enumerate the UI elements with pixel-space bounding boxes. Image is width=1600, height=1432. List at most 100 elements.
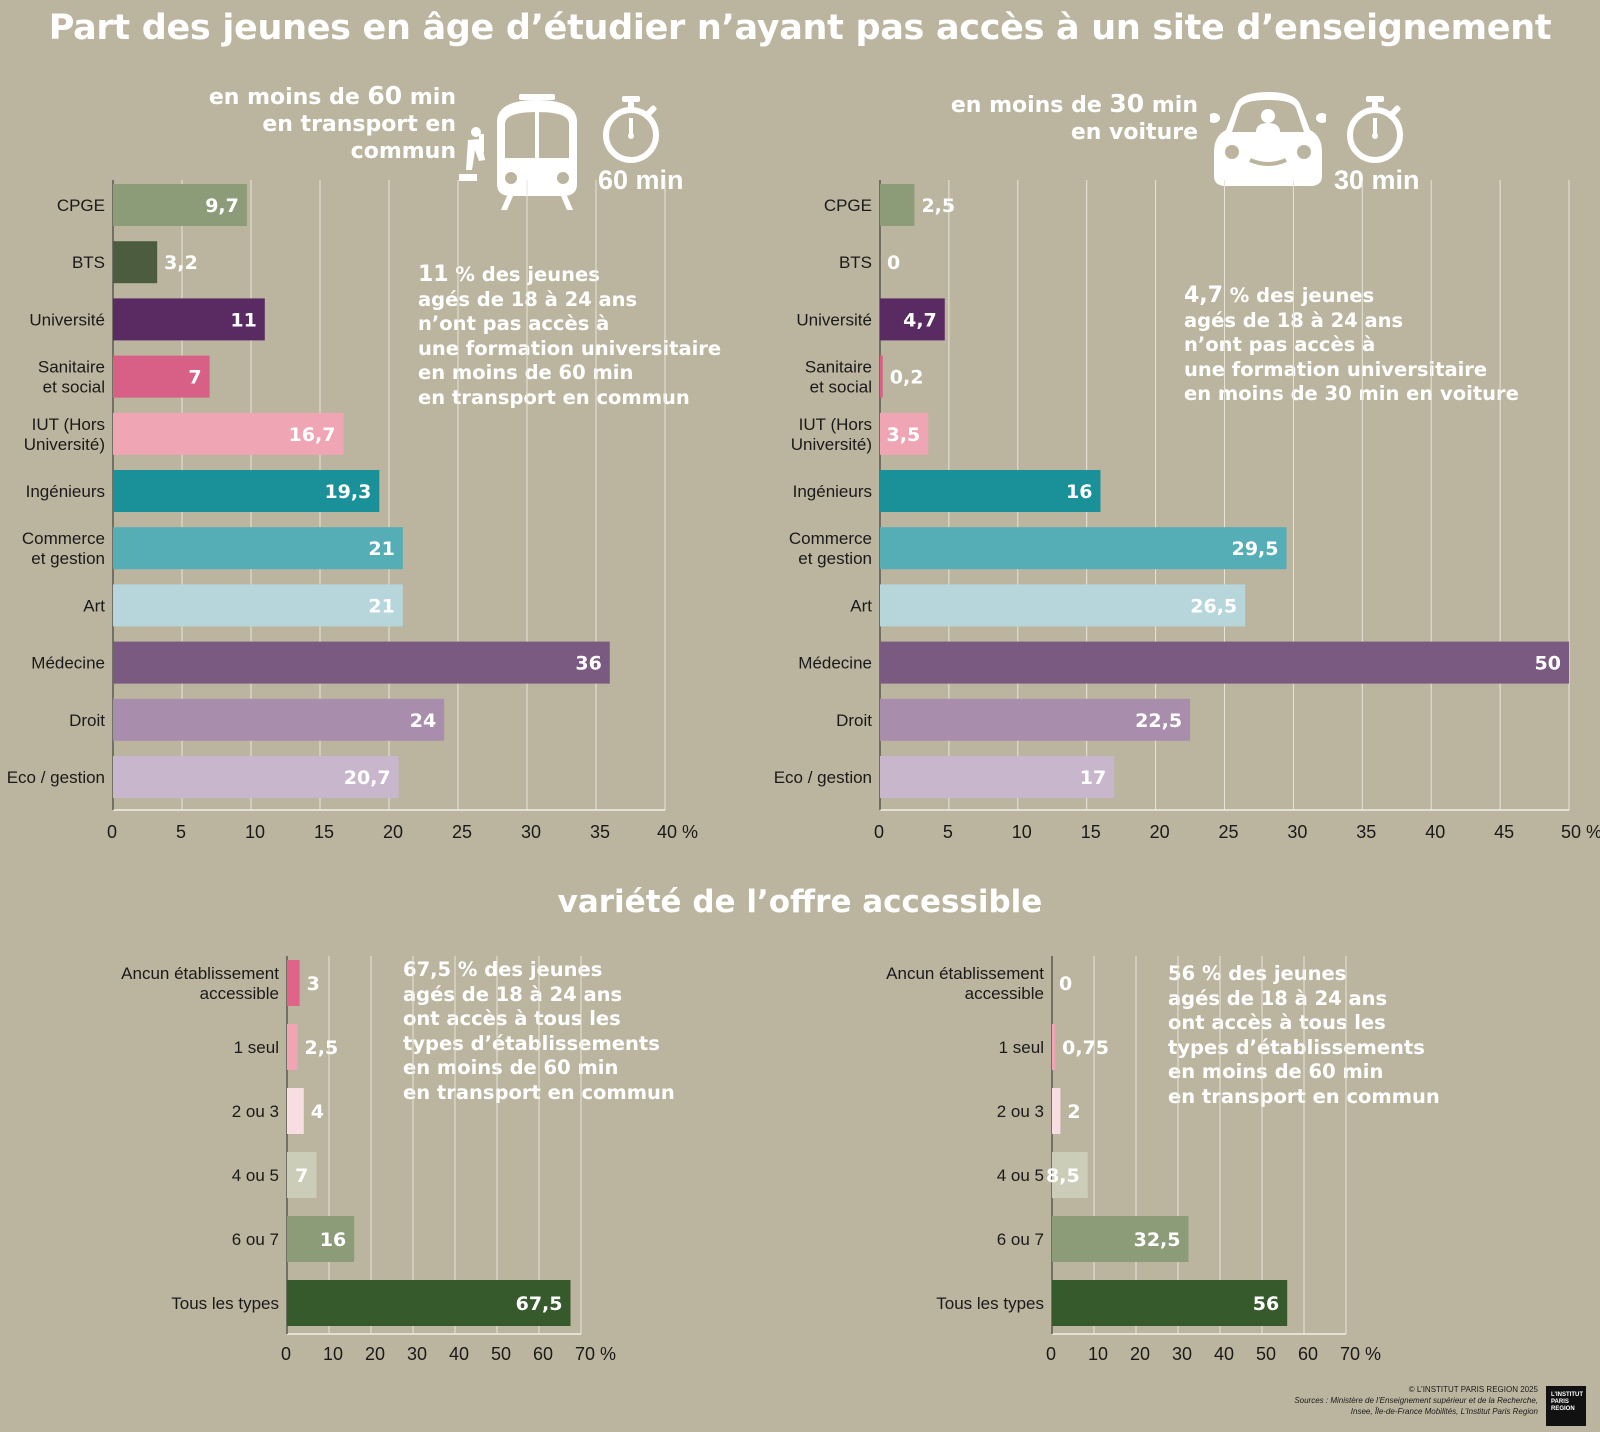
- chart-1: 0 5 10 15 20 25 30 35 40 % CPGE 9,7 BTS 3,2 Universit…: [7, 180, 698, 842]
- bar: [880, 470, 1101, 512]
- bar: [880, 412, 929, 455]
- chart-3: 0 10 20 30 40 50 60 70 % Ancun établissementacce…: [121, 956, 616, 1364]
- x-tick-label: 20: [365, 1344, 385, 1364]
- x-tick-label: 20: [1130, 1344, 1150, 1364]
- data-label: 11: [230, 309, 256, 331]
- category-label: Eco / gestion: [7, 768, 105, 787]
- car-icon: [1210, 92, 1326, 186]
- data-label: 4,7: [903, 309, 937, 331]
- category-label: BTS: [72, 253, 105, 272]
- category-label: BTS: [839, 253, 872, 272]
- data-label: 2: [1067, 1101, 1080, 1123]
- transit-note-line: en moins de 60 min: [418, 361, 634, 384]
- transit-note-line: en transport en commun: [418, 385, 690, 409]
- x-tick-label: 0: [107, 822, 117, 842]
- x-tick-label: 35: [590, 822, 610, 842]
- bar: [113, 355, 210, 398]
- variety-note-line: % des jeunes: [1201, 962, 1347, 985]
- data-label: 21: [368, 538, 394, 560]
- bar: [880, 641, 1569, 684]
- bar: [287, 1024, 298, 1070]
- x-tick-label: 35: [1356, 822, 1376, 842]
- category-label: Médecine: [31, 654, 105, 673]
- category-label: 4 ou 5: [232, 1166, 279, 1185]
- data-label: 16: [320, 1229, 346, 1251]
- x-tick-label: 40: [449, 1344, 469, 1364]
- data-label: 8,5: [1046, 1165, 1080, 1187]
- x-tick-label: 0: [874, 822, 884, 842]
- variety-right-note: 56 % des jeunes agés de 18 à 24 ans ont …: [1168, 962, 1440, 1109]
- data-label: 3,2: [164, 252, 198, 274]
- data-label: 3: [307, 973, 320, 995]
- category-label: IUT (Hors: [799, 415, 872, 434]
- category-label: Ancun établissement: [886, 964, 1044, 983]
- variety-left-note-num: 67,5: [403, 958, 452, 981]
- data-label: 22,5: [1135, 710, 1182, 732]
- transit-label-num: 60: [367, 81, 403, 110]
- train-icon: [459, 94, 577, 210]
- data-label: 21: [368, 595, 394, 617]
- category-label: Commerce: [789, 529, 872, 548]
- bar: [113, 641, 610, 684]
- chart-4: 0 10 20 30 40 50 60 70 %Ancun établissementacce…: [886, 956, 1381, 1364]
- x-tick-label: 10: [1012, 822, 1032, 842]
- x-tick-label: 45: [1494, 822, 1514, 842]
- data-label: 16,7: [289, 424, 336, 446]
- category-label: 1 seul: [999, 1038, 1044, 1057]
- category-label: CPGE: [824, 196, 872, 215]
- logo-text: REGION: [1551, 1406, 1575, 1412]
- bar: [287, 960, 300, 1006]
- category-label: Art: [83, 596, 105, 615]
- category-label: Sanitaire: [38, 358, 105, 377]
- bar: [287, 1152, 317, 1198]
- car-label-post: min: [1144, 93, 1198, 118]
- car-label-line2: en voiture: [1070, 120, 1198, 145]
- data-label: 4: [311, 1101, 324, 1123]
- page-title: Part des jeunes en âge d’étudier n’ayant…: [48, 8, 1552, 48]
- x-tick-label: 20: [383, 822, 403, 842]
- variety-left-note: 67,5 % des jeunes agés de 18 à 24 ans on…: [403, 958, 675, 1105]
- x-tick-label: 70 %: [1340, 1344, 1381, 1364]
- data-label: 0: [1059, 973, 1072, 995]
- data-label: 50: [1535, 653, 1561, 675]
- data-label: 2,5: [305, 1037, 339, 1059]
- x-tick-label: 30: [521, 822, 541, 842]
- bar: [880, 584, 1246, 627]
- transit-label-pre: en moins de: [208, 85, 368, 110]
- x-tick-label: 50: [491, 1344, 511, 1364]
- bar: [113, 184, 247, 226]
- sources-text: Insee, Île-de-France Mobilités, L’Instit…: [1350, 1407, 1538, 1416]
- data-label: 67,5: [516, 1293, 563, 1315]
- data-label: 7: [188, 367, 201, 389]
- bar: [880, 698, 1191, 741]
- car-note-line: n’ont pas accès à: [1184, 333, 1376, 356]
- transit-note-num: 11: [418, 262, 449, 287]
- data-label: 0,75: [1062, 1037, 1109, 1059]
- category-label: 6 ou 7: [997, 1230, 1044, 1249]
- bar: [1052, 1152, 1088, 1198]
- car-mode-label: en moins de 30 min en voiture: [920, 90, 1198, 146]
- transit-note-line: % des jeunes: [455, 263, 600, 286]
- data-label: 0,2: [890, 367, 924, 389]
- data-label: 19,3: [324, 481, 371, 503]
- variety-note-line: agés de 18 à 24 ans: [1168, 986, 1388, 1010]
- sources-text: Sources : Ministère de l’Enseignement su…: [1294, 1396, 1538, 1405]
- chart-2: 0 5 10 15 20 25 30 35 40 45 50 % CPGE 2,5 BTS 0 Univers…: [774, 180, 1600, 842]
- category-label: 1 seul: [234, 1038, 279, 1057]
- bar: [113, 584, 403, 627]
- bar: [880, 184, 915, 226]
- x-tick-label: 10: [323, 1344, 343, 1364]
- institut-logo: L’INSTITUT PARIS REGION: [1546, 1386, 1586, 1426]
- bar: [1052, 1024, 1056, 1070]
- data-label: 17: [1080, 767, 1106, 789]
- x-tick-label: 40: [1425, 822, 1445, 842]
- variety-note-line: en moins de 60 min: [1168, 1060, 1384, 1083]
- data-label: 26,5: [1190, 595, 1237, 617]
- transit-mode-label: en moins de 60 min en transport en commu…: [150, 82, 456, 165]
- bar: [287, 1088, 304, 1134]
- bar: [113, 756, 399, 798]
- transit-note-line: n’ont pas accès à: [418, 312, 610, 335]
- bar: [1052, 1088, 1061, 1134]
- stopwatch-icon-30: [1347, 96, 1403, 163]
- category-label: 6 ou 7: [232, 1230, 279, 1249]
